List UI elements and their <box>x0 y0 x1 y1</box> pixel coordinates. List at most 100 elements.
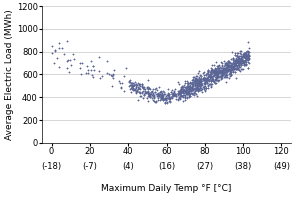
Point <box>217 67 221 71</box>
Point <box>240 62 245 65</box>
Point <box>194 83 199 86</box>
Point <box>170 89 175 92</box>
Point <box>135 86 140 89</box>
Point <box>211 70 215 73</box>
Point <box>246 60 250 63</box>
Point <box>238 60 242 63</box>
Point <box>237 57 242 60</box>
Point <box>130 85 135 89</box>
Point <box>213 75 218 79</box>
Point <box>151 92 155 95</box>
Point <box>167 96 171 100</box>
Point <box>238 61 243 65</box>
Point <box>246 50 251 53</box>
Point <box>145 85 150 88</box>
Point <box>155 92 160 95</box>
Point <box>133 91 138 94</box>
Point <box>229 68 233 71</box>
Point <box>191 79 196 82</box>
Point <box>154 99 158 102</box>
Point <box>194 74 199 78</box>
Point <box>224 62 229 65</box>
Point <box>209 78 214 81</box>
Point <box>134 89 139 92</box>
Point <box>172 94 177 97</box>
Point <box>99 75 104 78</box>
Point <box>197 80 202 83</box>
Point <box>234 60 239 63</box>
Point <box>163 98 168 101</box>
Point <box>230 62 235 65</box>
Point <box>227 69 232 73</box>
Point <box>62 52 67 55</box>
Point <box>64 59 69 62</box>
Point <box>191 89 196 92</box>
Point <box>244 58 249 61</box>
Point <box>194 92 198 96</box>
Point <box>181 99 186 103</box>
Point <box>112 69 116 72</box>
Point <box>208 71 213 74</box>
Point <box>203 87 208 90</box>
Point <box>194 88 199 91</box>
Point <box>160 91 164 95</box>
Point <box>212 82 217 85</box>
Point <box>147 93 152 96</box>
Point <box>172 92 177 95</box>
Point <box>201 85 206 88</box>
Point <box>66 58 70 62</box>
Point <box>182 80 187 83</box>
Point <box>145 96 150 100</box>
Point <box>210 76 215 80</box>
Point <box>234 57 239 60</box>
Point <box>239 61 244 64</box>
Point <box>216 64 220 67</box>
Point <box>225 63 230 67</box>
Point <box>196 90 201 93</box>
Point <box>235 58 240 61</box>
Point <box>234 58 239 61</box>
Point <box>159 97 164 100</box>
Point <box>190 79 195 82</box>
Point <box>236 62 241 65</box>
Point <box>158 91 163 94</box>
Point <box>218 72 222 75</box>
Point <box>232 68 237 71</box>
Point <box>154 88 159 92</box>
Point <box>243 57 248 60</box>
Point <box>179 90 184 93</box>
Point <box>245 54 250 58</box>
Point <box>173 87 178 91</box>
Point <box>246 50 251 54</box>
Point <box>242 64 247 67</box>
Point <box>213 75 218 78</box>
Point <box>187 83 192 87</box>
Point <box>235 55 240 58</box>
Point <box>131 84 136 87</box>
Point <box>220 73 225 76</box>
Point <box>212 69 217 72</box>
Point <box>195 81 200 84</box>
Point <box>238 60 243 63</box>
Point <box>163 101 167 104</box>
Point <box>132 83 136 86</box>
Point <box>137 82 142 86</box>
Point <box>227 61 232 64</box>
Point <box>222 69 226 72</box>
Point <box>238 59 242 62</box>
Point <box>185 87 190 90</box>
Point <box>231 65 236 69</box>
Point <box>220 69 225 72</box>
Point <box>171 95 176 98</box>
Point <box>197 80 202 84</box>
Point <box>188 85 193 88</box>
Point <box>155 98 160 102</box>
Point <box>131 81 136 84</box>
Point <box>224 62 229 65</box>
Point <box>185 84 190 87</box>
Point <box>232 59 237 62</box>
Point <box>210 67 215 71</box>
Point <box>155 93 160 97</box>
Point <box>180 88 184 91</box>
Point <box>202 84 207 88</box>
